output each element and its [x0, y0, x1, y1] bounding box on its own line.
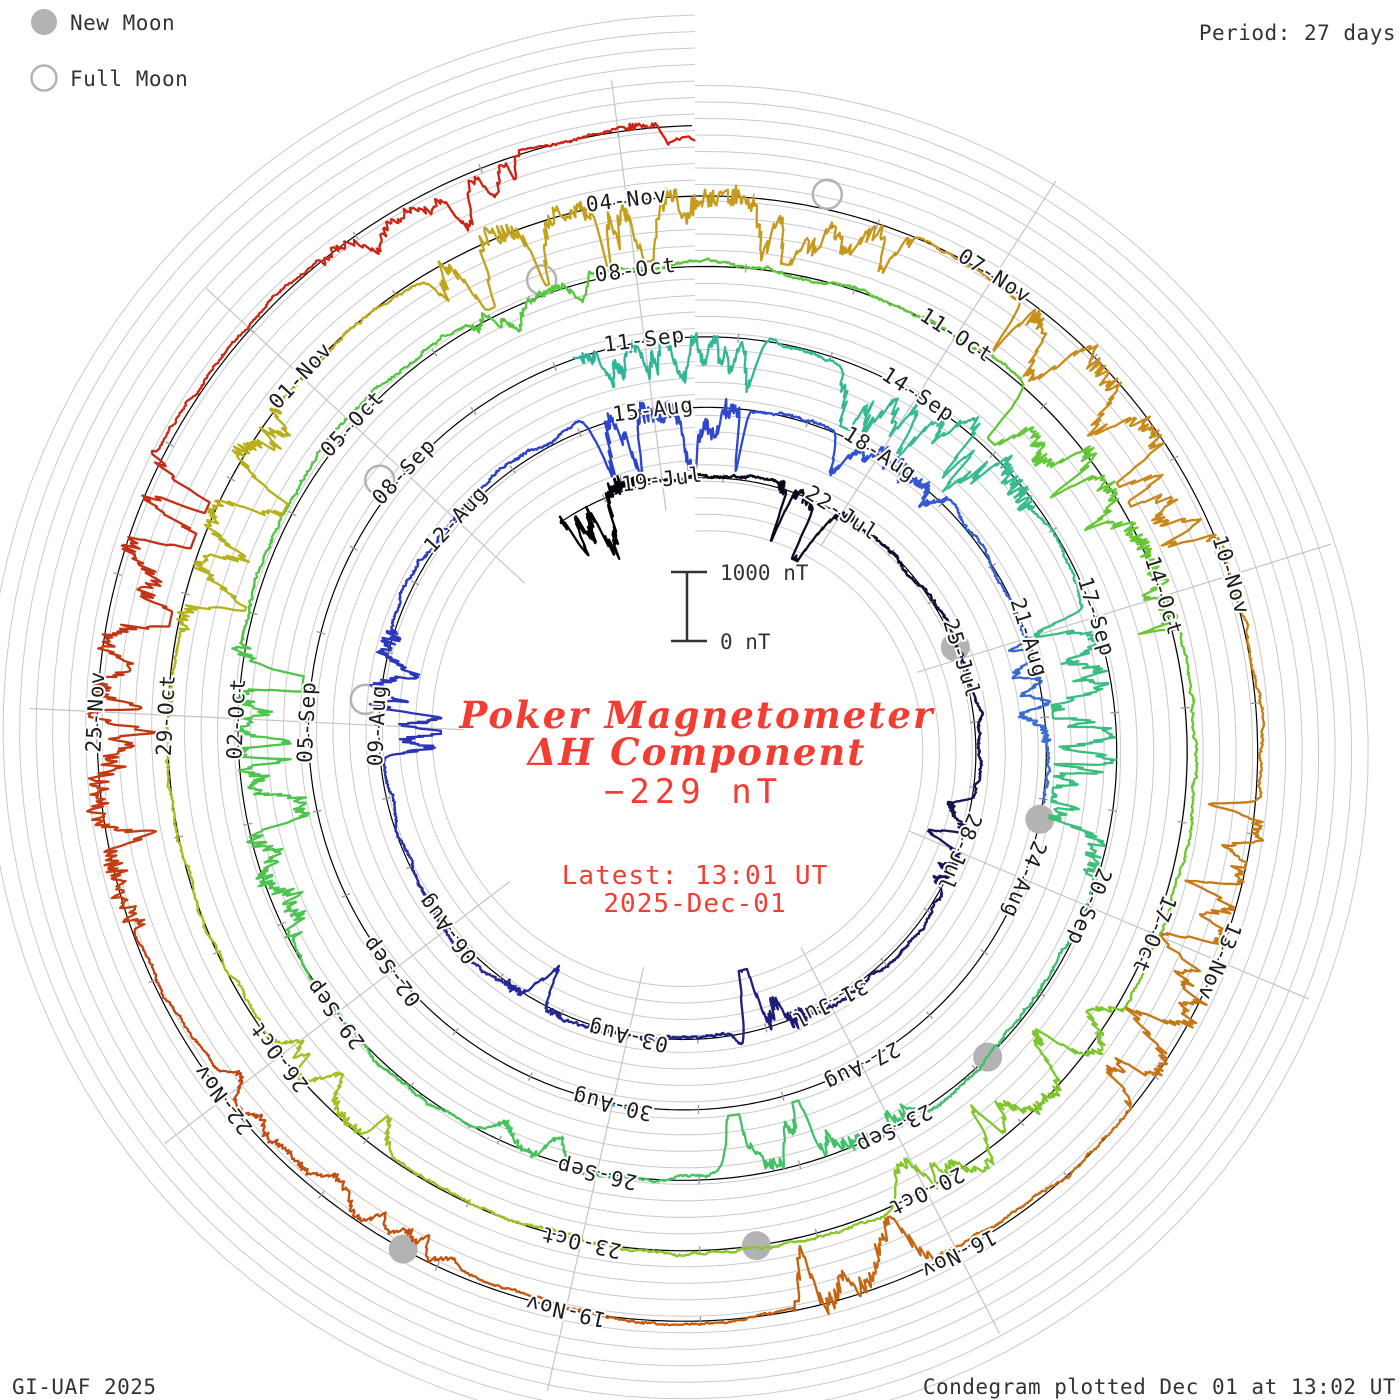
date-label: 06-Aug: [413, 889, 482, 969]
date-label: 09-Aug: [363, 684, 391, 767]
scale-top-label: 1000 nT: [720, 561, 809, 585]
moon-legend: New Moon Full Moon: [30, 9, 188, 92]
scale-bar: [671, 570, 707, 643]
date-label: 04-Nov: [584, 183, 668, 217]
scale-bottom-label: 0 nT: [720, 630, 771, 654]
date-label: 05-Sep: [293, 681, 321, 764]
latest-time: Latest: 13:01 UT: [562, 861, 828, 891]
date-label: 19-Jul: [620, 462, 704, 496]
plot-title-line2: ΔH Component: [526, 730, 867, 774]
full-moon-label: Full Moon: [70, 67, 188, 91]
full-moon-marker: [364, 464, 396, 496]
date-label: 15-Aug: [611, 393, 695, 427]
date-label: 17-Sep: [1073, 574, 1120, 659]
plotted-label: Condegram plotted Dec 01 at 13:02 UT: [923, 1375, 1396, 1399]
date-label: 02-Oct: [222, 677, 250, 760]
guide-rings: [0, 14, 1369, 1400]
date-label: 14-Oct: [1140, 553, 1187, 638]
date-label: 29-Oct: [152, 674, 180, 757]
full-moon-marker: [811, 178, 844, 210]
full-moon-icon: [30, 64, 58, 92]
period-label: Period: 27 days: [1199, 21, 1396, 45]
date-label: 24-Aug: [998, 837, 1052, 922]
new-moon-icon: [31, 9, 57, 35]
current-value: −229 nT: [604, 772, 782, 812]
date-label: 07-Nov: [954, 244, 1036, 309]
date-label: 25-Jul: [938, 616, 985, 701]
latest-date: 2025-Dec-01: [603, 889, 786, 919]
date-label: 12-Aug: [419, 481, 492, 557]
date-label: 30-Aug: [570, 1084, 655, 1126]
day-ticks: [92, 127, 1261, 1326]
date-label: 02-Sep: [357, 932, 426, 1012]
date-label: 31-Jul: [788, 974, 872, 1033]
credit-label: GI-UAF 2025: [12, 1375, 157, 1399]
new-moon-label: New Moon: [70, 11, 175, 35]
center-annotation: Poker Magnetometer ΔH Component −229 nT …: [459, 693, 935, 919]
date-label: 21-Aug: [1006, 595, 1053, 680]
date-label: 08-Sep: [367, 433, 440, 509]
full-moon-marker: [349, 683, 382, 716]
date-label: 25-Nov: [81, 670, 109, 753]
date-label: 22-Jul: [801, 481, 883, 546]
date-label: 20-Sep: [1063, 865, 1117, 950]
moon-markers: [349, 178, 1055, 1264]
date-label: 03-Aug: [585, 1015, 670, 1057]
dh-trace: [85, 122, 1266, 1327]
date-label: 27-Aug: [820, 1037, 904, 1096]
date-label: 19-Nov: [523, 1290, 608, 1332]
date-label: 11-Sep: [602, 323, 686, 357]
new-moon-marker: [741, 1231, 771, 1261]
date-label: 28-Jul: [933, 810, 987, 895]
plot-title-line1: Poker Magnetometer: [459, 693, 935, 737]
date-label: 13-Nov: [1193, 919, 1247, 1004]
new-moon-marker: [1025, 804, 1055, 834]
new-moon-marker: [388, 1234, 418, 1264]
